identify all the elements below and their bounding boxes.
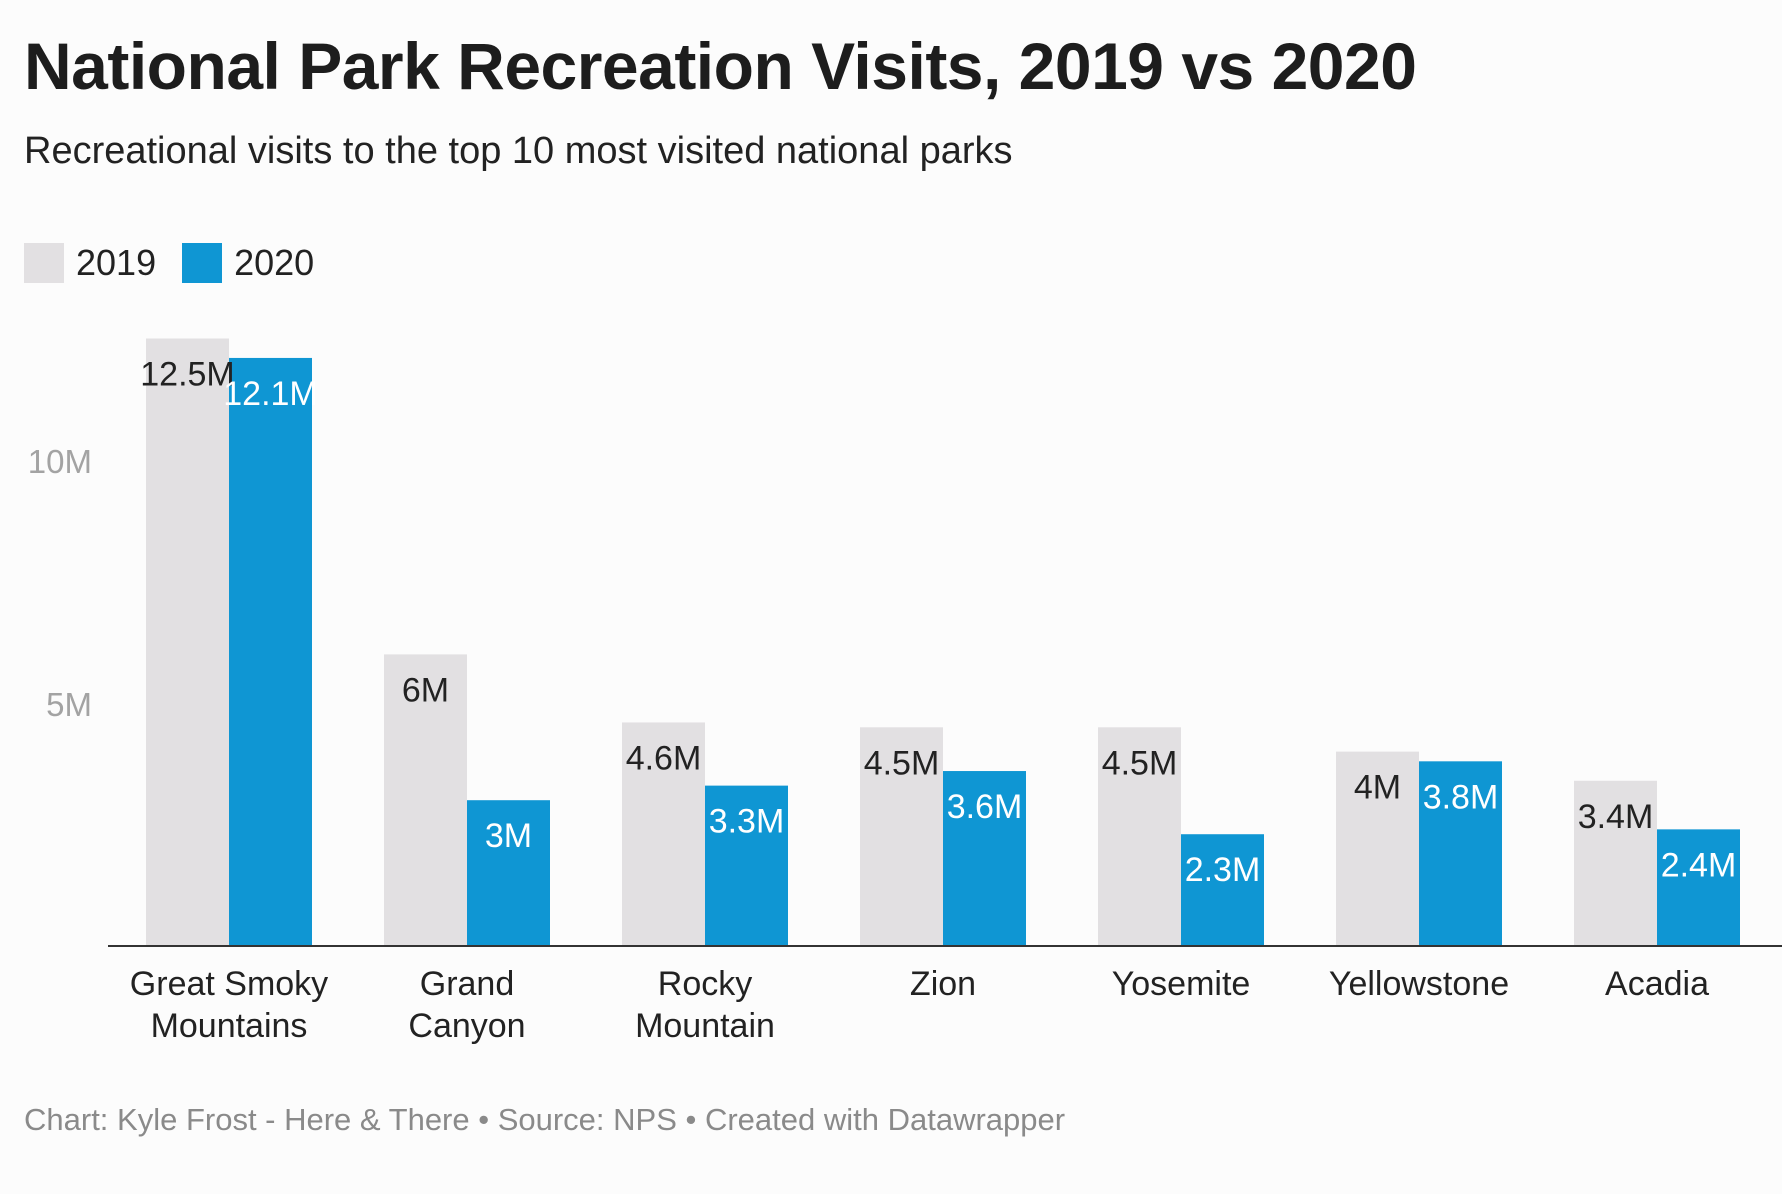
- legend-item-2019: 2019: [24, 242, 156, 284]
- data-label-2019-0: 12.5M: [140, 356, 235, 394]
- data-label-2019-2: 4.6M: [626, 739, 702, 777]
- bar-2020-6: [1657, 829, 1740, 946]
- legend-item-2020: 2020: [182, 242, 314, 284]
- data-label-2019-1: 6M: [402, 671, 449, 709]
- data-label-2020-2: 3.3M: [709, 803, 785, 841]
- legend-swatch-2019: [24, 243, 64, 283]
- bar-2020-0: [229, 357, 312, 946]
- x-tick-label-0-0: Great Smoky: [130, 965, 328, 1003]
- y-tick-label-10M: 10M: [28, 443, 92, 480]
- chart-footer: Chart: Kyle Frost - Here & There • Sourc…: [24, 1102, 1066, 1137]
- bar-2020-5: [1419, 761, 1502, 946]
- data-label-2019-5: 4M: [1354, 769, 1401, 807]
- y-tick-label-5M: 5M: [46, 686, 92, 723]
- x-tick-label-6-0: Acadia: [1605, 965, 1709, 1003]
- chart-title: National Park Recreation Visits, 2019 vs…: [24, 29, 1417, 103]
- bar-2019-4: [1098, 727, 1181, 946]
- data-label-2019-6: 3.4M: [1578, 798, 1654, 836]
- data-label-2019-3: 4.5M: [864, 744, 940, 782]
- data-label-2019-4: 4.5M: [1102, 744, 1178, 782]
- data-label-2020-5: 3.8M: [1423, 778, 1499, 816]
- legend: 2019 2020: [24, 242, 340, 284]
- data-label-2020-6: 2.4M: [1661, 846, 1737, 884]
- data-label-2020-0: 12.1M: [223, 375, 318, 413]
- bar-2019-5: [1336, 751, 1419, 946]
- x-tick-label-1-0: Grand: [420, 965, 515, 1003]
- x-tick-label-0-1: Mountains: [151, 1007, 308, 1045]
- bar-2019-1: [384, 654, 467, 946]
- bar-2019-3: [860, 727, 943, 946]
- x-tick-label-5-0: Yellowstone: [1329, 965, 1509, 1003]
- legend-swatch-2020: [182, 243, 223, 283]
- legend-label-2019: 2019: [76, 242, 157, 283]
- bar-2019-6: [1574, 780, 1657, 946]
- x-tick-label-2-0: Rocky: [658, 965, 752, 1003]
- x-tick-label-3-0: Zion: [910, 965, 976, 1003]
- bar-2019-2: [622, 722, 705, 946]
- data-label-2020-4: 2.3M: [1185, 851, 1261, 889]
- bar-2019-0: [146, 338, 229, 946]
- bar-2020-2: [705, 785, 788, 946]
- legend-label-2020: 2020: [234, 242, 315, 283]
- data-label-2020-1: 3M: [485, 817, 532, 855]
- x-tick-label-2-1: Mountain: [635, 1007, 775, 1045]
- bar-2020-1: [467, 800, 550, 946]
- data-label-2020-3: 3.6M: [947, 788, 1023, 826]
- x-tick-label-1-1: Canyon: [408, 1007, 525, 1045]
- bar-2020-3: [943, 771, 1026, 946]
- chart-subtitle: Recreational visits to the top 10 most v…: [24, 130, 1013, 172]
- x-tick-label-4-0: Yosemite: [1112, 965, 1251, 1003]
- bar-2020-4: [1181, 834, 1264, 946]
